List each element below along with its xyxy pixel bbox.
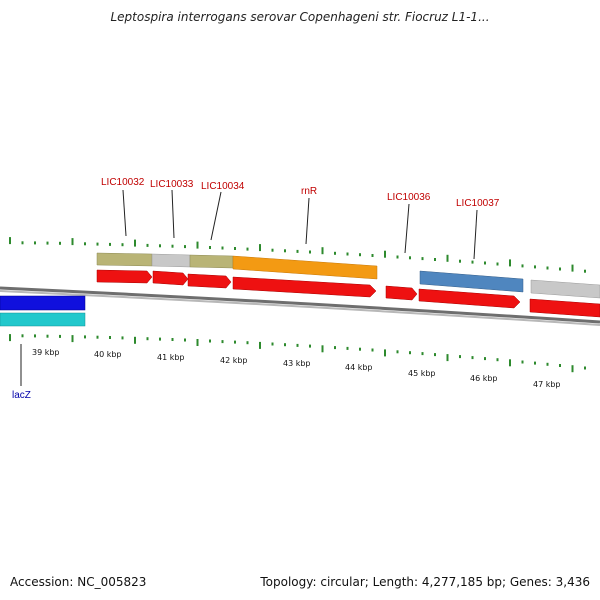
- kbp-label-41: 41 kbp: [157, 353, 185, 362]
- cds-arrow-unlabeled[interactable]: [529, 298, 600, 318]
- feature-bar-rnr[interactable]: [232, 255, 378, 280]
- kbp-label-47: 47 kbp: [533, 380, 561, 389]
- cds-arrow-lic10036[interactable]: [385, 285, 418, 301]
- feature-bar-lic10032[interactable]: [96, 252, 153, 267]
- tick-track-bottom: [9, 334, 586, 373]
- topology-summary: Topology: circular; Length: 4,277,185 bp…: [260, 575, 590, 589]
- cds-arrow-rnr[interactable]: [232, 276, 377, 298]
- gene-label-lic10037[interactable]: LIC10037: [456, 198, 500, 209]
- leader-lic10034: [210, 191, 222, 241]
- tick-track-top: [9, 237, 586, 273]
- gene-label-lic10036[interactable]: LIC10036: [387, 192, 431, 203]
- feature-bar-lacz[interactable]: [0, 295, 86, 311]
- backbone-outer: [0, 286, 600, 324]
- kbp-label-44: 44 kbp: [345, 363, 373, 372]
- cds-arrow-lic10034[interactable]: [187, 273, 232, 289]
- cds-arrow-lic10033[interactable]: [152, 270, 189, 286]
- cds-arrow-lic10037[interactable]: [418, 288, 521, 309]
- cds-arrow-lic10032[interactable]: [96, 269, 153, 284]
- kbp-label-45: 45 kbp: [408, 369, 436, 378]
- leader-lic10037: [473, 209, 478, 260]
- leader-rnr: [305, 197, 310, 245]
- leader-lic10033: [171, 189, 175, 239]
- gene-label-lacz[interactable]: lacZ: [12, 390, 31, 401]
- gene-label-lic10032[interactable]: LIC10032: [101, 177, 145, 188]
- leader-lic10036: [404, 203, 410, 254]
- feature-bar-lic10037[interactable]: [419, 270, 524, 293]
- kbp-label-39: 39 kbp: [32, 348, 60, 357]
- accession-text: Accession: NC_005823: [10, 575, 147, 589]
- feature-bar-lic10034[interactable]: [189, 254, 234, 269]
- kbp-label-46: 46 kbp: [470, 374, 498, 383]
- gene-label-rnr[interactable]: rnR: [301, 186, 317, 197]
- kbp-label-43: 43 kbp: [283, 359, 311, 368]
- gene-label-lic10033[interactable]: LIC10033: [150, 179, 194, 190]
- feature-bar-cyan[interactable]: [0, 312, 86, 327]
- feature-bar-lic10033[interactable]: [151, 253, 191, 268]
- feature-bar-unlabeled-gray[interactable]: [530, 279, 600, 299]
- backbone-inner: [0, 290, 600, 326]
- kbp-label-42: 42 kbp: [220, 356, 248, 365]
- leader-lic10032: [122, 189, 127, 237]
- kbp-label-40: 40 kbp: [94, 350, 122, 359]
- map-title: Leptospira interrogans serovar Copenhage…: [110, 10, 490, 24]
- gene-label-lic10034[interactable]: LIC10034: [201, 181, 245, 192]
